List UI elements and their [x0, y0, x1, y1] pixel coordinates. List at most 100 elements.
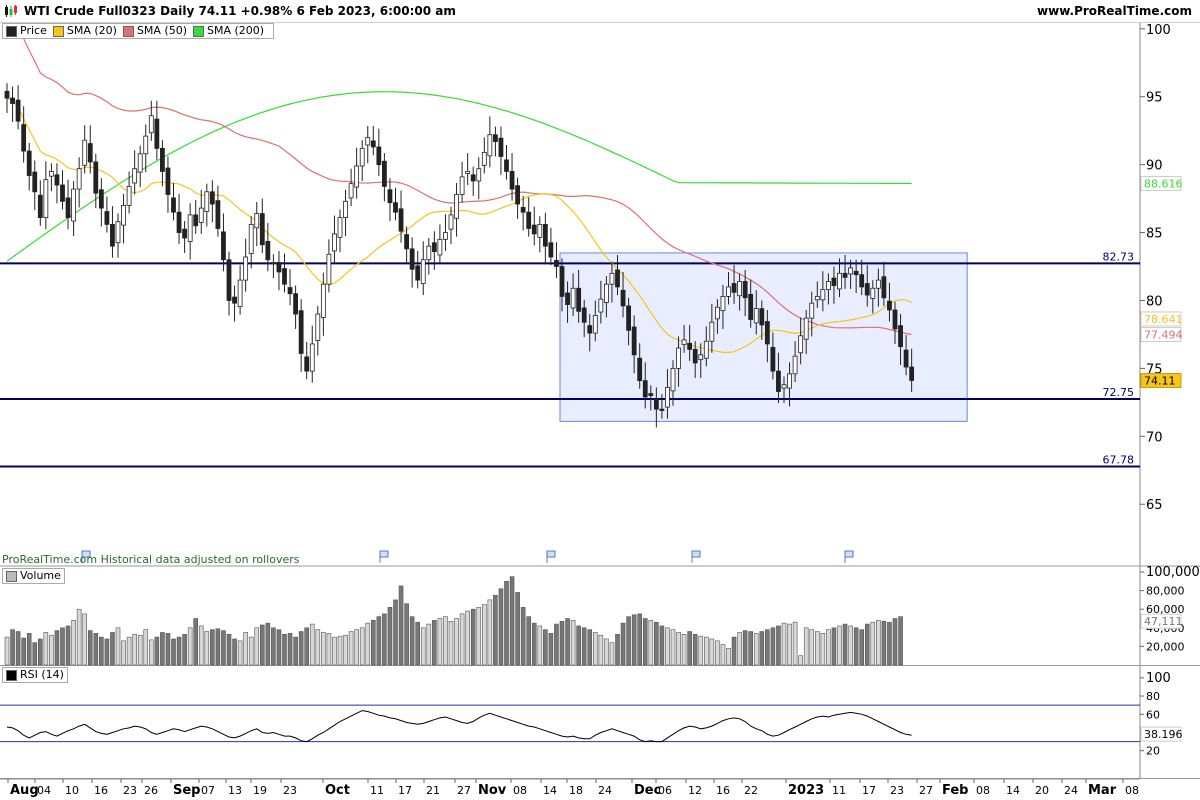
- volume-bar: [692, 634, 698, 666]
- candle-body: [121, 204, 126, 226]
- volume-bar: [604, 638, 609, 666]
- volume-bar: [76, 608, 82, 666]
- x-tick-label: 2023: [788, 783, 824, 798]
- legend-label: SMA (20): [66, 24, 117, 37]
- legend-swatch: [6, 25, 17, 37]
- volume-bar: [343, 634, 348, 666]
- x-tick-label: 24: [1064, 784, 1078, 797]
- volume-bar: [848, 625, 853, 666]
- x-tick-label: 11: [370, 784, 384, 797]
- x-tick-label: 23: [283, 784, 297, 797]
- volume-bar: [864, 623, 870, 666]
- volume-bar: [432, 620, 437, 666]
- volume-bar: [160, 632, 165, 666]
- candle-body: [620, 289, 626, 307]
- sma20-line: [6, 97, 912, 353]
- volume-legend[interactable]: Volume: [2, 568, 65, 584]
- volume-bar: [737, 632, 742, 666]
- x-tick-label: 23: [123, 784, 137, 797]
- volume-bar: [149, 639, 154, 666]
- volume-bar: [715, 640, 720, 666]
- candle-body: [32, 171, 38, 193]
- volume-bar: [65, 625, 71, 666]
- candle-body: [637, 357, 643, 382]
- y-tick-label: 95: [1146, 91, 1163, 106]
- candle-body: [359, 147, 365, 167]
- volume-bar: [171, 638, 176, 666]
- volume-bar: [99, 636, 104, 666]
- volume-bar: [415, 621, 421, 666]
- candle-body: [481, 152, 487, 166]
- volume-bar: [892, 618, 898, 666]
- legend-item-sma200[interactable]: SMA (200): [193, 24, 264, 38]
- x-tick-label: 16: [716, 784, 730, 797]
- volume-y-label: 20,000: [1146, 640, 1185, 653]
- candle-body: [526, 211, 532, 229]
- volume-bar: [370, 620, 376, 666]
- candle-body: [492, 134, 498, 142]
- legend-swatch: [6, 669, 17, 681]
- candle-body: [842, 272, 848, 278]
- volume-bar: [143, 629, 149, 666]
- candle-body: [65, 197, 71, 219]
- candle-body: [437, 238, 443, 256]
- candle-body: [853, 270, 859, 276]
- candle-body: [381, 160, 387, 187]
- legend-item-price[interactable]: Price: [6, 24, 47, 38]
- candle-body: [404, 234, 410, 250]
- level-label: 82.73: [1103, 250, 1135, 263]
- event-flag-icon: [81, 550, 91, 563]
- candle-body: [565, 292, 570, 305]
- volume-bar: [620, 622, 626, 666]
- volume-badge-label: 47,111: [1144, 615, 1183, 628]
- level-label: 72.75: [1103, 386, 1135, 399]
- volume-bar: [698, 635, 704, 666]
- candle-body: [715, 306, 720, 320]
- volume-bar: [859, 629, 865, 666]
- candle-body: [254, 213, 260, 229]
- x-tick-label: 10: [65, 784, 79, 797]
- candle-body: [587, 325, 593, 334]
- rsi-badge-label: 38.196: [1144, 728, 1183, 741]
- volume-bar: [803, 627, 809, 666]
- candle-body: [892, 309, 898, 330]
- legend-label: Price: [20, 24, 47, 37]
- legend-label: SMA (50): [136, 24, 187, 37]
- volume-bar: [809, 629, 815, 666]
- candle-body: [259, 213, 265, 246]
- candle-body: [4, 90, 10, 99]
- site-url[interactable]: www.ProRealTime.com: [1037, 4, 1192, 18]
- candle-body: [282, 268, 287, 285]
- candle-body: [459, 176, 465, 195]
- x-tick-label: Sep: [173, 783, 201, 798]
- price-badge-label: 74.11: [1144, 374, 1176, 387]
- x-tick-label: 22: [744, 784, 758, 797]
- volume-bar: [154, 636, 160, 666]
- volume-bar: [681, 634, 687, 666]
- x-tick-label: 11: [832, 784, 846, 797]
- price-badge: [1140, 372, 1182, 388]
- candle-body: [559, 266, 565, 297]
- volume-bar: [454, 618, 459, 666]
- volume-bar: [293, 636, 298, 666]
- volume-bar: [204, 631, 210, 666]
- candle-body: [748, 293, 754, 320]
- candle-body: [820, 289, 826, 301]
- volume-bar: [210, 629, 215, 666]
- legend-item-sma50[interactable]: SMA (50): [122, 24, 187, 38]
- candle-body: [848, 267, 853, 275]
- x-tick-label: 27: [457, 784, 471, 797]
- volume-bar: [215, 628, 221, 666]
- volume-bar: [565, 618, 570, 666]
- candle-body: [687, 342, 693, 350]
- legend-item-sma20[interactable]: SMA (20): [52, 24, 117, 38]
- volume-bar: [498, 588, 504, 666]
- candles: [4, 83, 915, 428]
- candle-body: [454, 194, 459, 219]
- rsi-legend[interactable]: RSI (14): [2, 667, 68, 683]
- volume-bar: [881, 620, 887, 666]
- price-badge-label: 88.616: [1144, 177, 1183, 190]
- candle-body: [243, 256, 249, 281]
- rsi-badge: [1140, 726, 1182, 742]
- volume-bar: [709, 638, 715, 666]
